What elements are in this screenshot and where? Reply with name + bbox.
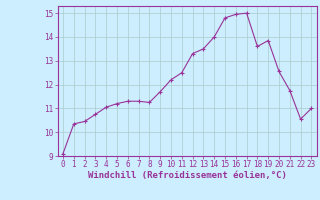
X-axis label: Windchill (Refroidissement éolien,°C): Windchill (Refroidissement éolien,°C): [88, 171, 287, 180]
